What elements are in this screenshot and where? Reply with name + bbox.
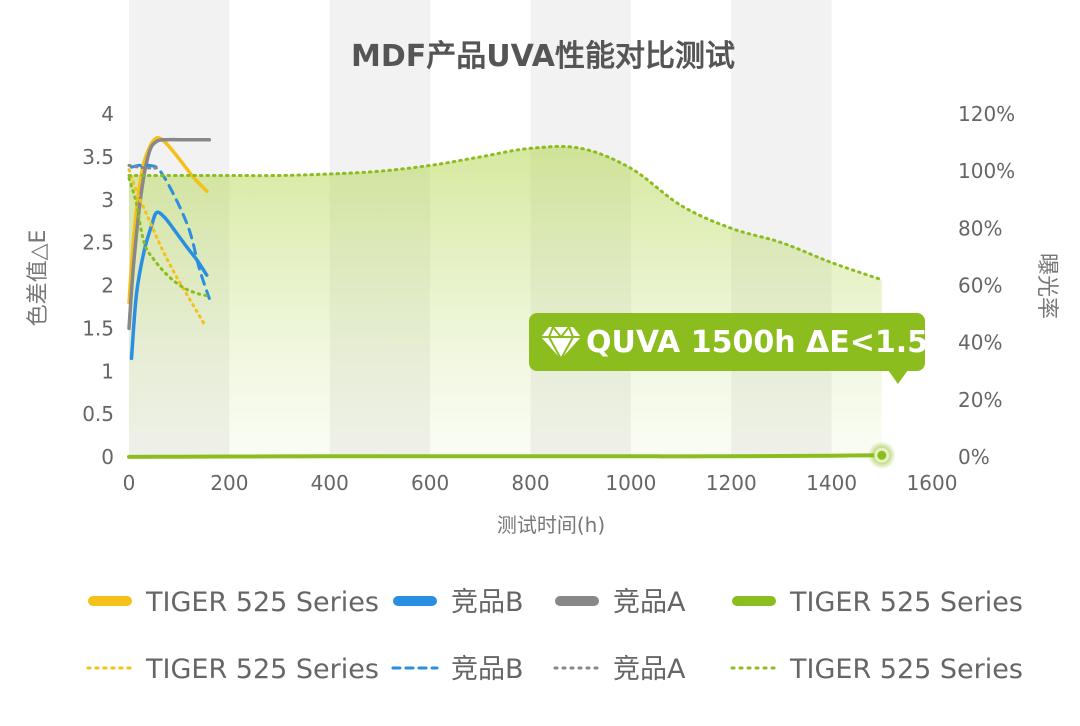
legend-label: TIGER 525 Series <box>789 654 1023 685</box>
callout: QUVA 1500h ΔE<1.5 <box>529 313 928 384</box>
legend-swatch <box>555 596 599 606</box>
x-tick-label: 1000 <box>605 471 656 495</box>
legend-label: TIGER 525 Series <box>145 654 379 685</box>
y-tick-label: 1.5 <box>82 316 114 340</box>
legend-item: TIGER 525 Series <box>732 587 1023 618</box>
series-line <box>127 453 884 459</box>
y-tick-label: 2 <box>101 274 114 298</box>
legend-label: 竞品B <box>451 654 524 685</box>
endpoint-marker <box>874 447 890 463</box>
legend-swatch <box>88 596 132 606</box>
y2-tick-label: 60% <box>958 274 1002 298</box>
y2-tick-label: 20% <box>958 388 1002 412</box>
series-line <box>127 137 212 331</box>
legend-item: 竞品A <box>555 587 686 618</box>
legend-label: 竞品A <box>613 654 686 685</box>
legend-item: 竞品A <box>553 654 686 685</box>
y-tick-label: 0 <box>101 445 114 469</box>
y-axis-ticks: 0 0.5 1 1.5 2 2.5 3 3.5 4 <box>82 102 114 469</box>
x-tick-label: 1600 <box>907 471 958 495</box>
legend-item: 竞品B <box>391 654 524 685</box>
y-tick-label: 1 <box>101 359 114 383</box>
y2-tick-label: 80% <box>958 216 1002 240</box>
series-line <box>127 163 161 170</box>
legend: TIGER 525 Series 竞品B 竞品A TIGER 525 Series TI… <box>86 587 1023 685</box>
y2-tick-label: 100% <box>958 159 1015 183</box>
legend-item: TIGER 525 Series <box>88 587 379 618</box>
chart-title: MDF产品UVA性能对比测试 <box>351 39 735 74</box>
y2-tick-label: 120% <box>958 102 1015 126</box>
y-tick-label: 3.5 <box>82 145 114 169</box>
callout-pointer <box>888 370 908 384</box>
series-line <box>127 168 206 326</box>
series-line <box>127 176 211 298</box>
x-tick-label: 1200 <box>706 471 757 495</box>
x-axis-label: 测试时间(h) <box>497 513 605 537</box>
series-line <box>130 163 211 300</box>
legend-label: TIGER 525 Series <box>789 587 1023 618</box>
y-tick-label: 2.5 <box>82 231 114 255</box>
callout-box <box>529 313 925 371</box>
legend-item: TIGER 525 Series <box>86 654 379 685</box>
x-tick-label: 200 <box>210 471 248 495</box>
legend-item: TIGER 525 Series <box>730 654 1023 685</box>
x-axis-ticks: 0 200 400 600 800 1000 1200 1400 1600 <box>123 471 958 495</box>
legend-item: 竞品B <box>393 587 524 618</box>
series-lines <box>127 135 884 459</box>
legend-label: TIGER 525 Series <box>145 587 379 618</box>
legend-label: 竞品B <box>451 587 524 618</box>
y-tick-label: 3 <box>101 188 114 212</box>
series-line <box>129 210 209 361</box>
x-tick-label: 600 <box>411 471 449 495</box>
area-fill <box>129 146 882 457</box>
y-tick-label: 4 <box>101 102 114 126</box>
legend-swatch <box>732 596 776 606</box>
diamond-icon <box>541 326 581 362</box>
series-line <box>127 135 209 305</box>
x-tick-label: 800 <box>511 471 549 495</box>
x-tick-label: 400 <box>311 471 349 495</box>
callout-text: QUVA 1500h ΔE<1.5 <box>586 325 928 360</box>
legend-swatch <box>393 596 437 606</box>
x-tick-label: 0 <box>123 471 136 495</box>
y2-tick-label: 40% <box>958 331 1002 355</box>
series-line <box>127 144 884 282</box>
y2-tick-label: 0% <box>958 445 990 469</box>
y2-axis-ticks: 0% 20% 40% 60% 80% 100% 120% <box>958 102 1015 469</box>
y-axis-label: 色差值△E <box>26 230 51 327</box>
y2-axis-label: 曝光率 <box>1034 253 1059 319</box>
y-tick-label: 0.5 <box>82 402 114 426</box>
x-tick-label: 1400 <box>806 471 857 495</box>
legend-label: 竞品A <box>613 587 686 618</box>
